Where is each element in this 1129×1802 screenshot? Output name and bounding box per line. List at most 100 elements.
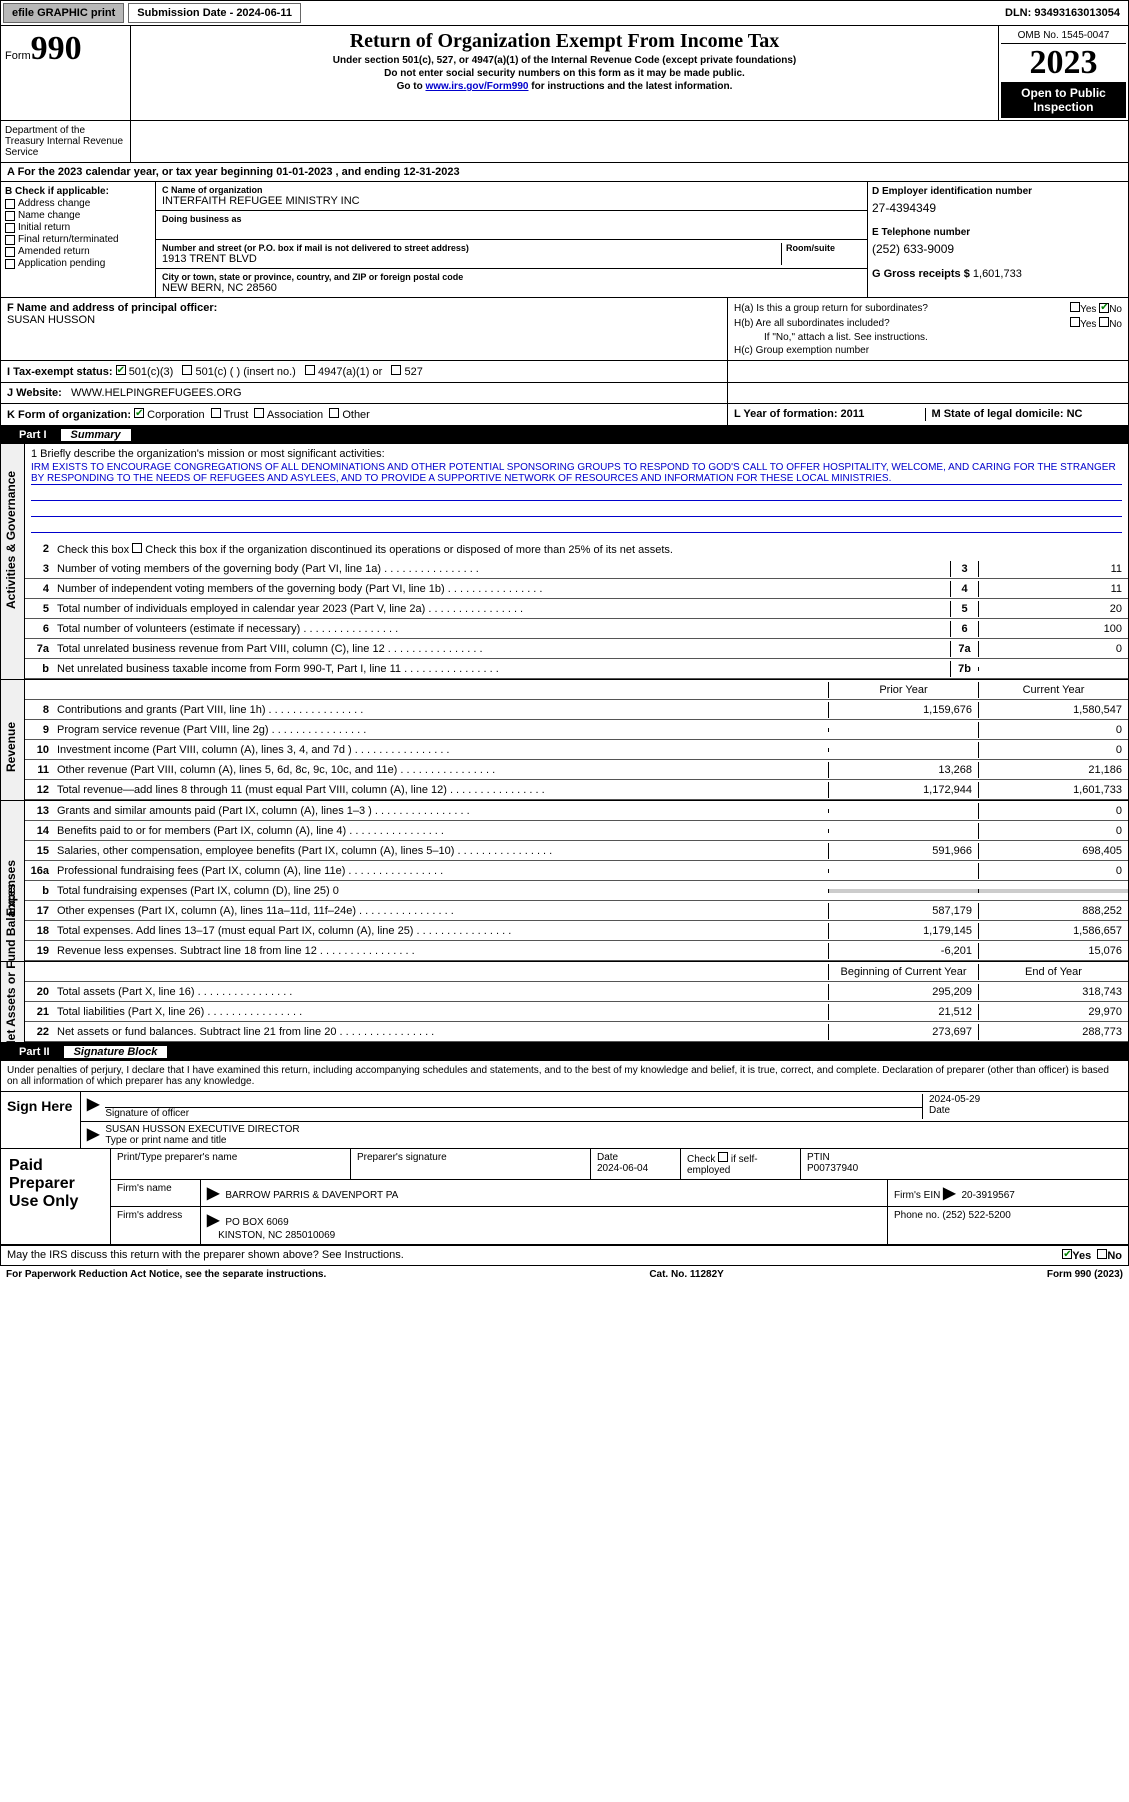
prior-year-val: 21,512: [828, 1004, 978, 1020]
row-a-period: A For the 2023 calendar year, or tax yea…: [1, 163, 1128, 182]
cat-no: Cat. No. 11282Y: [649, 1269, 723, 1280]
line-value: 11: [978, 581, 1128, 597]
hdr-current-year: Current Year: [978, 682, 1128, 698]
chk-trust[interactable]: [211, 408, 221, 418]
line-num: 12: [25, 782, 53, 798]
current-year-val: 0: [978, 803, 1128, 819]
form-designation-footer: Form 990 (2023): [1047, 1269, 1123, 1280]
col-h-group: H(a) Is this a group return for subordin…: [728, 298, 1128, 360]
room-label: Room/suite: [786, 243, 861, 253]
chk-discontinued[interactable]: [132, 543, 142, 553]
ha-yes[interactable]: [1070, 302, 1080, 312]
discuss-yes[interactable]: [1062, 1249, 1072, 1259]
ptin-value: P00737940: [807, 1163, 858, 1174]
chk-501c3[interactable]: [116, 365, 126, 375]
year-formation: L Year of formation: 2011: [734, 408, 864, 420]
line-text: Total assets (Part X, line 16): [53, 984, 828, 1000]
hc-label: H(c) Group exemption number: [734, 345, 869, 356]
col-hc-ext: [728, 361, 1128, 382]
line-box: 5: [950, 601, 978, 617]
part1-label: Part I: [9, 429, 57, 441]
col-b-label: B Check if applicable:: [5, 186, 109, 197]
prior-year-val: [828, 728, 978, 732]
ha-no[interactable]: [1099, 303, 1109, 313]
line-num: b: [25, 661, 53, 677]
line-box: 7b: [950, 661, 978, 677]
line-value: 0: [978, 641, 1128, 657]
prior-year-val: [828, 869, 978, 873]
sig-date: 2024-05-29: [929, 1094, 1122, 1105]
subtitle-2: Do not enter social security numbers on …: [139, 68, 990, 79]
current-year-val: 0: [978, 823, 1128, 839]
omb-number: OMB No. 1545-0047: [1001, 28, 1126, 44]
hb-no[interactable]: [1099, 317, 1109, 327]
chk-final-return[interactable]: [5, 235, 15, 245]
chk-501c[interactable]: [182, 365, 192, 375]
form-container: efile GRAPHIC print Submission Date - 20…: [0, 0, 1129, 1266]
discuss-row: May the IRS discuss this return with the…: [1, 1245, 1128, 1265]
chk-self-employed[interactable]: [718, 1152, 728, 1162]
department: Department of the Treasury Internal Reve…: [1, 121, 131, 162]
footer: For Paperwork Reduction Act Notice, see …: [0, 1266, 1129, 1283]
prior-year-val: -6,201: [828, 943, 978, 959]
prep-date: 2024-06-04: [597, 1163, 648, 1174]
line-value: 11: [978, 561, 1128, 577]
hb-yes[interactable]: [1070, 317, 1080, 327]
chk-initial-return[interactable]: [5, 223, 15, 233]
line-num: 14: [25, 823, 53, 839]
chk-other[interactable]: [329, 408, 339, 418]
chk-app-pending[interactable]: [5, 259, 15, 269]
paid-preparer-block: Paid Preparer Use Only Print/Type prepar…: [1, 1149, 1128, 1245]
street-address: 1913 TRENT BLVD: [162, 253, 781, 265]
submission-date: Submission Date - 2024-06-11: [128, 3, 301, 23]
addr-label: Number and street (or P.O. box if mail i…: [162, 243, 781, 253]
line-text: Other expenses (Part IX, column (A), lin…: [53, 903, 828, 919]
current-year-val: 288,773: [978, 1024, 1128, 1040]
mission-text: IRM EXISTS TO ENCOURAGE CONGREGATIONS OF…: [31, 462, 1122, 485]
line-text: Total number of individuals employed in …: [53, 601, 950, 617]
chk-address-change[interactable]: [5, 199, 15, 209]
line-text: Total revenue—add lines 8 through 11 (mu…: [53, 782, 828, 798]
irs-link[interactable]: www.irs.gov/Form990: [425, 81, 528, 92]
perjury-statement: Under penalties of perjury, I declare th…: [1, 1061, 1128, 1092]
officer-name: SUSAN HUSSON: [7, 314, 95, 326]
q2-discontinued: Check this box Check this box if the org…: [53, 541, 1128, 558]
dba-label: Doing business as: [162, 214, 861, 224]
dln: DLN: 93493163013054: [997, 4, 1128, 22]
chk-4947[interactable]: [305, 365, 315, 375]
line-num: 16a: [25, 863, 53, 879]
officer-printed-name: SUSAN HUSSON EXECUTIVE DIRECTOR: [105, 1124, 1122, 1135]
current-year-val: 0: [978, 863, 1128, 879]
website-label: J Website:: [7, 387, 62, 399]
line-text: Total unrelated business revenue from Pa…: [53, 641, 950, 657]
tax-year: 2023: [1001, 44, 1126, 82]
chk-assoc[interactable]: [254, 408, 264, 418]
topbar: efile GRAPHIC print Submission Date - 20…: [1, 1, 1128, 26]
prep-sig-label: Preparer's signature: [357, 1152, 584, 1163]
line-text: Benefits paid to or for members (Part IX…: [53, 823, 828, 839]
current-year-val: 1,586,657: [978, 923, 1128, 939]
form-designation: Form990: [1, 26, 131, 120]
col-c-org: C Name of organization INTERFAITH REFUGE…: [156, 182, 868, 297]
discuss-no[interactable]: [1097, 1249, 1107, 1259]
chk-527[interactable]: [391, 365, 401, 375]
part2-title: Signature Block: [64, 1046, 168, 1058]
line-box: 7a: [950, 641, 978, 657]
org-name: INTERFAITH REFUGEE MINISTRY INC: [162, 195, 861, 207]
line-num: 10: [25, 742, 53, 758]
ptin-label: PTIN: [807, 1152, 830, 1163]
chk-corp[interactable]: [134, 408, 144, 418]
efile-print-button[interactable]: efile GRAPHIC print: [3, 3, 124, 23]
self-emp-label: Check if self-employed: [687, 1154, 758, 1176]
line-text: Contributions and grants (Part VIII, lin…: [53, 702, 828, 718]
chk-amended[interactable]: [5, 247, 15, 257]
section-net-assets: Net Assets or Fund Balances Beginning of…: [1, 962, 1128, 1043]
prior-year-val: [828, 748, 978, 752]
part1-title: Summary: [61, 429, 131, 441]
ein-value: 27-4394349: [872, 201, 1124, 215]
prior-year-val: 587,179: [828, 903, 978, 919]
hdr-beg-year: Beginning of Current Year: [828, 964, 978, 980]
line-text: Investment income (Part VIII, column (A)…: [53, 742, 828, 758]
section-expenses: Expenses 13Grants and similar amounts pa…: [1, 801, 1128, 962]
chk-name-change[interactable]: [5, 211, 15, 221]
